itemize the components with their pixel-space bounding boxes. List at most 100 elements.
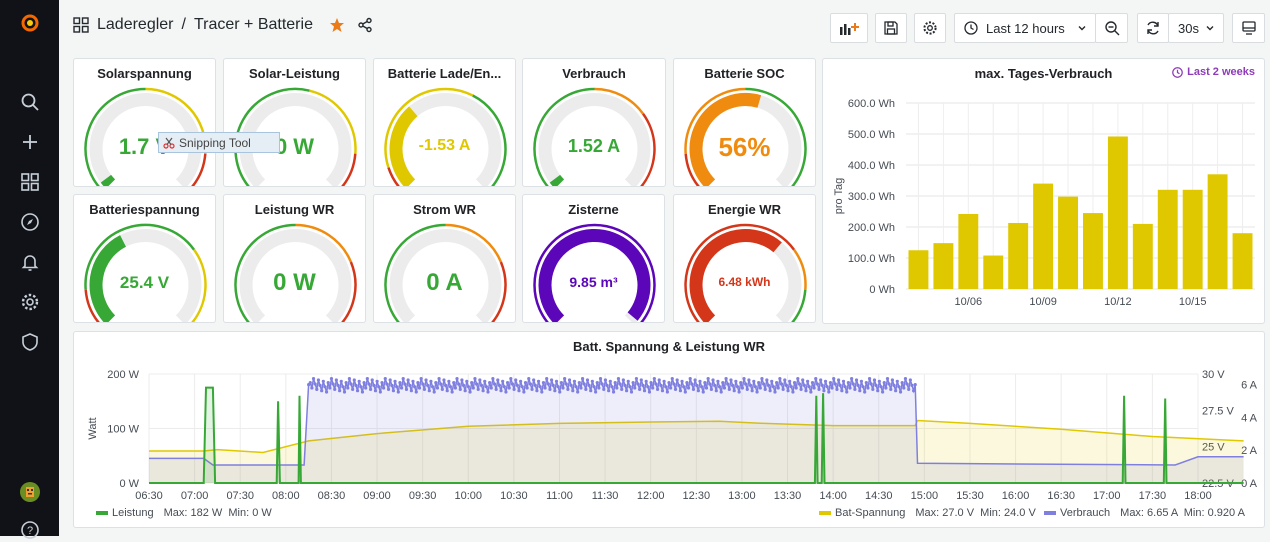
gauge-panel[interactable]: Solar-Leistung 0 W: [223, 58, 366, 187]
legend-name: Leistung: [112, 507, 154, 519]
series-point: [677, 383, 681, 387]
bar[interactable]: [1033, 183, 1054, 289]
series-point: [729, 378, 733, 382]
series-point: [313, 382, 317, 386]
series-point: [620, 387, 624, 391]
save-dashboard-button[interactable]: [875, 13, 907, 43]
panel-batt-spannung-leistung[interactable]: Batt. Spannung & Leistung WR 06:30 07:00 0…: [73, 331, 1265, 528]
y-right-tick-label: 6 A: [1241, 380, 1258, 392]
series-point: [817, 387, 821, 391]
y-tick-label: 200 W: [107, 369, 139, 381]
bar[interactable]: [983, 255, 1004, 289]
bar[interactable]: [908, 250, 929, 289]
gauge-panel[interactable]: Verbrauch 1.52 A: [522, 58, 666, 187]
bar[interactable]: [1083, 213, 1103, 289]
series-point: [515, 383, 519, 387]
legend-item-leistung[interactable]: Leistung Max: 182 W Min: 0 W: [96, 507, 272, 519]
series-point: [642, 389, 647, 393]
series-line[interactable]: [149, 386, 1244, 484]
series-point: [463, 389, 467, 393]
series-point: [587, 383, 591, 387]
series-point: [354, 383, 358, 387]
dashboards-icon[interactable]: [18, 170, 42, 194]
gauge-panel[interactable]: Zisterne 9.85 m³: [522, 194, 665, 323]
gauge-threshold-band: [745, 87, 807, 186]
series-point: [357, 379, 361, 383]
panel-max-tages-verbrauch[interactable]: max. Tages-Verbrauch Last 2 weeks 0 Wh 10…: [822, 58, 1265, 324]
gauge-panel[interactable]: Solarspannung 1.7 V: [73, 58, 216, 187]
zoom-out-button[interactable]: [1095, 13, 1128, 43]
time-range-picker[interactable]: Last 12 hours: [954, 13, 1096, 43]
gauge-panel[interactable]: Energie WR 6.48 kWh: [673, 194, 816, 323]
series-point: [820, 383, 824, 387]
user-avatar-icon[interactable]: [18, 480, 42, 504]
explore-icon[interactable]: [18, 210, 42, 234]
gauge-value-arc: [389, 106, 418, 186]
bar[interactable]: [958, 213, 979, 289]
gauge-panel[interactable]: Leistung WR 0 W: [223, 194, 366, 323]
bar[interactable]: [933, 243, 954, 289]
x-tick-label: 13:30: [774, 490, 802, 502]
series-point: [382, 386, 386, 390]
series-point: [706, 377, 710, 381]
add-panel-button[interactable]: [830, 13, 868, 43]
settings-icon[interactable]: [18, 290, 42, 314]
legend-item-bat-spannung[interactable]: Bat-Spannung Max: 27.0 V Min: 24.0 V: [819, 507, 1036, 519]
bar[interactable]: [1008, 222, 1029, 289]
series-point: [413, 385, 417, 389]
gauge-panel[interactable]: Batterie SOC 56%: [673, 58, 816, 187]
gauge-panel[interactable]: Batterie Lade/En... -1.53 A: [373, 58, 516, 187]
search-icon[interactable]: [18, 90, 42, 114]
gauge-panel[interactable]: Batteriespannung 25.4 V: [73, 194, 216, 323]
series-point: [850, 377, 854, 381]
series-line[interactable]: [149, 419, 1244, 454]
refresh-button[interactable]: [1137, 13, 1169, 43]
bar[interactable]: [1232, 233, 1253, 289]
tv-mode-button[interactable]: [1232, 13, 1265, 43]
series-point: [598, 377, 603, 381]
dashboard-settings-button[interactable]: [914, 13, 946, 43]
bar[interactable]: [1132, 223, 1153, 289]
alerting-icon[interactable]: [18, 250, 42, 274]
series-point: [522, 390, 526, 394]
help-icon[interactable]: ?: [18, 518, 42, 542]
series-point: [626, 379, 630, 383]
series-point: [644, 379, 648, 383]
star-icon[interactable]: [329, 17, 345, 33]
series-point: [602, 387, 606, 391]
bar[interactable]: [1107, 136, 1128, 289]
shield-icon[interactable]: [18, 330, 42, 354]
series-point: [628, 385, 632, 389]
series-point: [517, 389, 521, 393]
series-point: [858, 389, 862, 393]
legend-item-verbrauch[interactable]: Verbrauch Max: 6.65 A Min: 0.920 A: [1044, 507, 1245, 519]
series-point: [768, 389, 772, 393]
share-icon[interactable]: [357, 17, 373, 33]
refresh-interval-picker[interactable]: 30s: [1168, 13, 1224, 43]
series-point: [789, 385, 793, 389]
plus-icon[interactable]: [18, 130, 42, 154]
sidebar: ?: [0, 0, 59, 539]
gauge-panel[interactable]: Strom WR 0 A: [373, 194, 516, 323]
bar[interactable]: [1058, 196, 1078, 289]
series-point: [453, 386, 457, 390]
series-point: [396, 390, 400, 394]
grafana-logo-icon[interactable]: [18, 11, 42, 35]
y-right-tick-label: 27.5 V: [1202, 405, 1234, 417]
series-point: [832, 377, 836, 381]
series-point: [779, 382, 784, 386]
series-point: [662, 379, 666, 383]
bar[interactable]: [1157, 189, 1178, 289]
series-point: [796, 377, 800, 381]
series-point: [323, 385, 327, 389]
series-point: [898, 390, 903, 394]
series-point: [579, 386, 583, 390]
page-title[interactable]: Tracer + Batterie: [193, 16, 313, 33]
bar[interactable]: [1207, 174, 1228, 289]
bar[interactable]: [1182, 189, 1203, 289]
breadcrumb-folder[interactable]: Laderegler: [97, 16, 174, 33]
series-point: [809, 390, 813, 394]
tooltip-label: Snipping Tool: [179, 135, 251, 150]
series-point: [739, 381, 743, 385]
breadcrumb-separator: /: [181, 16, 186, 33]
